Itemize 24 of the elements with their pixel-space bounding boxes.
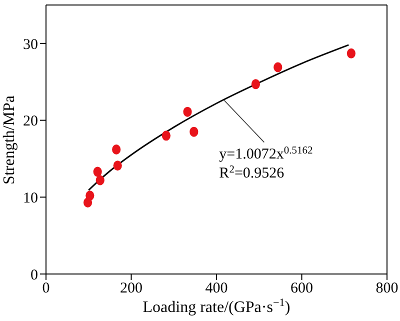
- point: [183, 106, 192, 117]
- point: [93, 166, 102, 177]
- y-axis-title: Strength/MPa: [1, 96, 18, 184]
- y-tick-label: 20: [23, 114, 38, 130]
- point: [112, 144, 121, 154]
- point: [346, 48, 356, 58]
- point: [251, 79, 260, 90]
- x-tick-label: 0: [42, 280, 50, 297]
- x-tick-label: 800: [376, 280, 398, 297]
- x-tick-label: 600: [290, 280, 313, 297]
- annotation: y=1.0072x$^{0.5162}$: [219, 144, 313, 162]
- annotation: R$^{2}$=0.9526: [219, 164, 285, 182]
- point: [190, 126, 198, 137]
- y-tick-label: 0: [30, 267, 38, 284]
- x-axis-title: Loading rate/(GPa·s$^{−1}$): [142, 297, 290, 316]
- x-tick-label: 200: [120, 280, 142, 297]
- point: [162, 130, 170, 141]
- y-tick-label: 30: [23, 36, 38, 53]
- point: [86, 190, 94, 201]
- point: [274, 62, 282, 72]
- point: [113, 160, 122, 171]
- y-tick-label: 10: [23, 190, 38, 206]
- point: [96, 175, 104, 186]
- x-tick-label: 400: [205, 280, 228, 297]
